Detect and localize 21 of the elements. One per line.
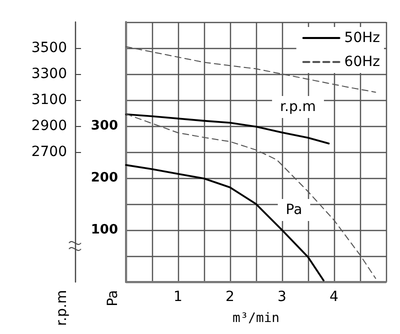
annotation: r.p.m — [280, 99, 316, 115]
y2-tick-label: 3300 — [31, 66, 67, 82]
y2-tick-label: 3500 — [31, 40, 67, 56]
x-tick-label: 3 — [278, 289, 286, 305]
x-tick-label: 4 — [330, 289, 339, 305]
y2-tick-label: 2700 — [31, 144, 67, 160]
y2-tick-label: 3100 — [31, 92, 67, 108]
y-tick-label: 200 — [90, 170, 118, 186]
x-axis-title: m³/min — [232, 311, 280, 326]
y-tick-label: 100 — [90, 222, 118, 238]
annotation: Pa — [286, 202, 302, 218]
y-axis-title: Pa — [105, 290, 121, 306]
y-tick-label: 300 — [90, 118, 118, 134]
legend-label: 50Hz — [344, 30, 380, 46]
line-series — [125, 164, 324, 282]
y2-tick-label: 2900 — [31, 118, 67, 134]
y2-axis-title: r.p.m — [54, 290, 70, 326]
x-tick-label: 1 — [174, 289, 182, 305]
x-tick-label: 2 — [226, 289, 234, 305]
legend-label: 60Hz — [344, 54, 380, 70]
line-series — [125, 113, 330, 144]
